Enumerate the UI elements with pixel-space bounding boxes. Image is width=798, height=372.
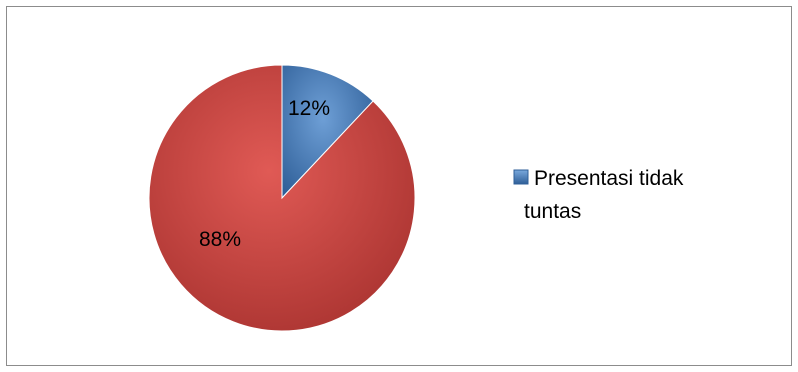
pie-slices (148, 64, 416, 332)
legend-swatch-presentasi-tidak-tuntas (513, 169, 529, 185)
chart-area: 12% 88% Presentasi tidak tuntas (6, 6, 792, 366)
pie-slice-presentasi-tidak-tuntas (281, 64, 374, 200)
legend-label-line1: Presentasi tidak (534, 167, 684, 190)
data-label-12-percent: 12% (288, 97, 330, 120)
chart-legend: Presentasi tidak tuntas (513, 167, 684, 223)
pie-data-labels: 12% 88% (199, 97, 330, 251)
pie-chart: 12% 88% Presentasi tidak tuntas (148, 64, 684, 332)
legend-label-line2: tuntas (524, 200, 581, 223)
data-label-88-percent: 88% (199, 228, 241, 251)
pie-slice-other (148, 64, 416, 332)
